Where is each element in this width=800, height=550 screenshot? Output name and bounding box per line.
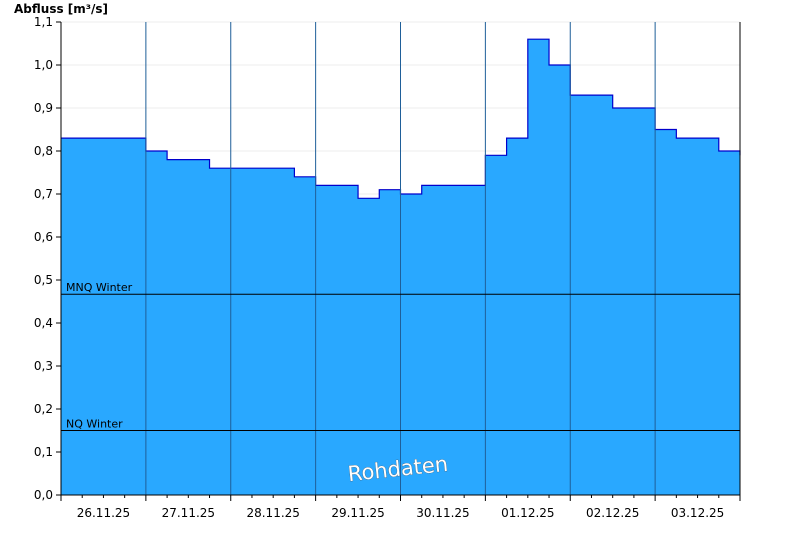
y-tick-label: 0,9 [34,101,53,115]
y-tick-label: 1,0 [34,58,53,72]
y-tick-label: 0,8 [34,144,53,158]
y-tick-label: 0,6 [34,230,53,244]
x-tick-label: 28.11.25 [246,506,299,520]
y-tick-label: 0,7 [34,187,53,201]
x-tick-label: 01.12.25 [501,506,554,520]
y-tick-label: 0,5 [34,273,53,287]
x-tick-label: 29.11.25 [331,506,384,520]
y-tick-label: 0,1 [34,445,53,459]
x-tick-label: 30.11.25 [416,506,469,520]
y-tick-label: 0,2 [34,402,53,416]
y-tick-label: 0,4 [34,316,53,330]
reference-line-label: MNQ Winter [66,281,133,294]
axis-ticks: 0,0 0,1 0,2 0,3 0,4 0,5 0,6 0,7 0,8 0,9 1,0 1,1 26.1… [34,15,741,520]
reference-line-label: NQ Winter [66,418,123,431]
discharge-line [61,38,741,199]
reference-lines: MNQ Winter NQ Winter [61,281,740,431]
plot-area [61,21,741,496]
x-tick-label: 27.11.25 [162,506,215,520]
y-axis-label: Abfluss [m³/s] [14,2,108,16]
watermark-rohdaten: Rohdaten [347,452,449,486]
x-tick-label: 26.11.25 [77,506,130,520]
y-tick-label: 0,0 [34,488,53,502]
y-tick-label: 0,3 [34,359,53,373]
y-tick-label: 1,1 [34,15,53,29]
x-tick-label: 03.12.25 [671,506,724,520]
x-tick-label: 02.12.25 [586,506,639,520]
